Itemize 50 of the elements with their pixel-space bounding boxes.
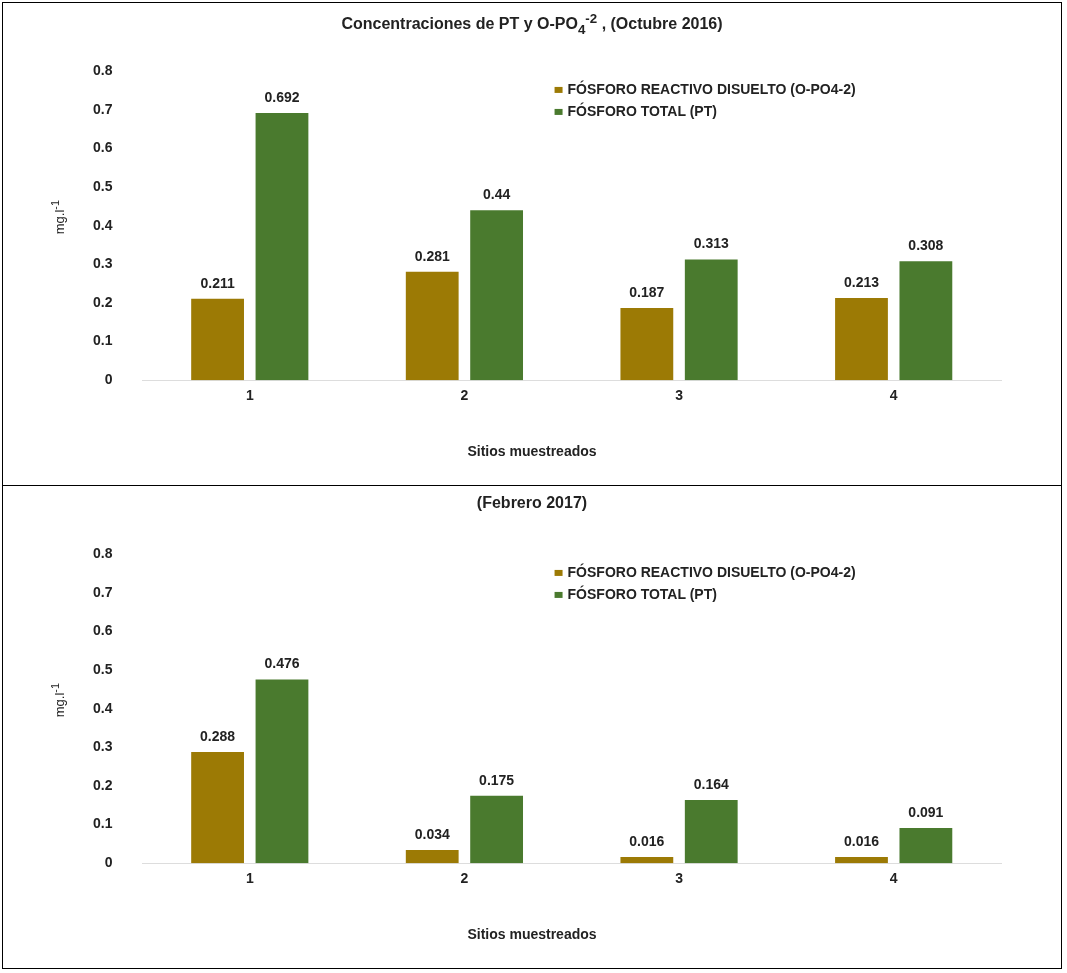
y-tick-label: 0.1 xyxy=(92,332,113,349)
legend-label: FÓSFORO TOTAL (PT) xyxy=(567,584,717,602)
data-label: 0.288 xyxy=(200,727,236,744)
x-axis-title: Sitios muestreados xyxy=(466,926,598,942)
data-label: 0.692 xyxy=(264,88,300,105)
y-tick-label: 0.1 xyxy=(92,815,113,832)
data-label: 0.016 xyxy=(629,832,665,849)
data-label: 0.308 xyxy=(908,237,944,254)
y-tick-label: 0.6 xyxy=(92,139,113,156)
y-tick-label: 0.3 xyxy=(92,738,113,755)
x-tick-label: 3 xyxy=(675,870,684,887)
chart-title: (Febrero 2017) xyxy=(475,494,589,512)
data-label: 0.175 xyxy=(479,771,515,788)
y-tick-label: 0.7 xyxy=(92,100,113,117)
y-tick-label: 0.6 xyxy=(92,622,113,639)
y-tick-label: 0.3 xyxy=(92,255,113,272)
chart-title: Concentraciones de PT y O-PO$_{4}$$^{-2}$ , (Octubre 2016) xyxy=(340,11,724,37)
y-tick-label: 0.5 xyxy=(92,178,113,195)
data-label: 0.213 xyxy=(843,273,880,290)
y-tick-label: 0 xyxy=(104,371,113,388)
data-label: 0.211 xyxy=(200,274,235,291)
data-label: 0.164 xyxy=(693,775,729,792)
data-label: 0.313 xyxy=(693,235,729,252)
x-tick-label: 4 xyxy=(889,387,898,404)
x-tick-label: 1 xyxy=(245,870,254,887)
x-tick-label: 3 xyxy=(675,387,684,404)
x-tick-label: 4 xyxy=(889,870,898,887)
x-tick-label: 2 xyxy=(460,870,469,887)
data-label: 0.016 xyxy=(843,832,880,849)
data-label: 0.034 xyxy=(414,825,450,842)
y-tick-label: 0.4 xyxy=(92,216,113,233)
data-label: 0.187 xyxy=(629,283,665,300)
y-tick-label: 0.8 xyxy=(92,545,113,562)
y-tick-label: 0.2 xyxy=(92,776,113,793)
data-label: 0.281 xyxy=(414,247,450,264)
legend-label: FÓSFORO REACTIVO DISUELTO (O-PO4-2) xyxy=(567,562,856,580)
x-tick-label: 1 xyxy=(245,387,254,404)
y-tick-label: 0.2 xyxy=(92,293,113,310)
data-label: 0.476 xyxy=(264,655,300,672)
data-label: 0.091 xyxy=(908,803,944,820)
y-tick-label: 0.4 xyxy=(92,699,113,716)
y-tick-label: 0 xyxy=(104,854,113,871)
y-tick-label: 0.7 xyxy=(92,583,113,600)
y-tick-label: 0.8 xyxy=(92,62,113,79)
data-label: 0.44 xyxy=(482,186,511,203)
y-tick-label: 0.5 xyxy=(92,661,113,678)
legend-label: FÓSFORO REACTIVO DISUELTO (O-PO4-2) xyxy=(567,79,856,97)
legend-label: FÓSFORO TOTAL (PT) xyxy=(567,101,717,119)
x-axis-title: Sitios muestreados xyxy=(466,443,598,459)
x-tick-label: 2 xyxy=(460,387,469,404)
